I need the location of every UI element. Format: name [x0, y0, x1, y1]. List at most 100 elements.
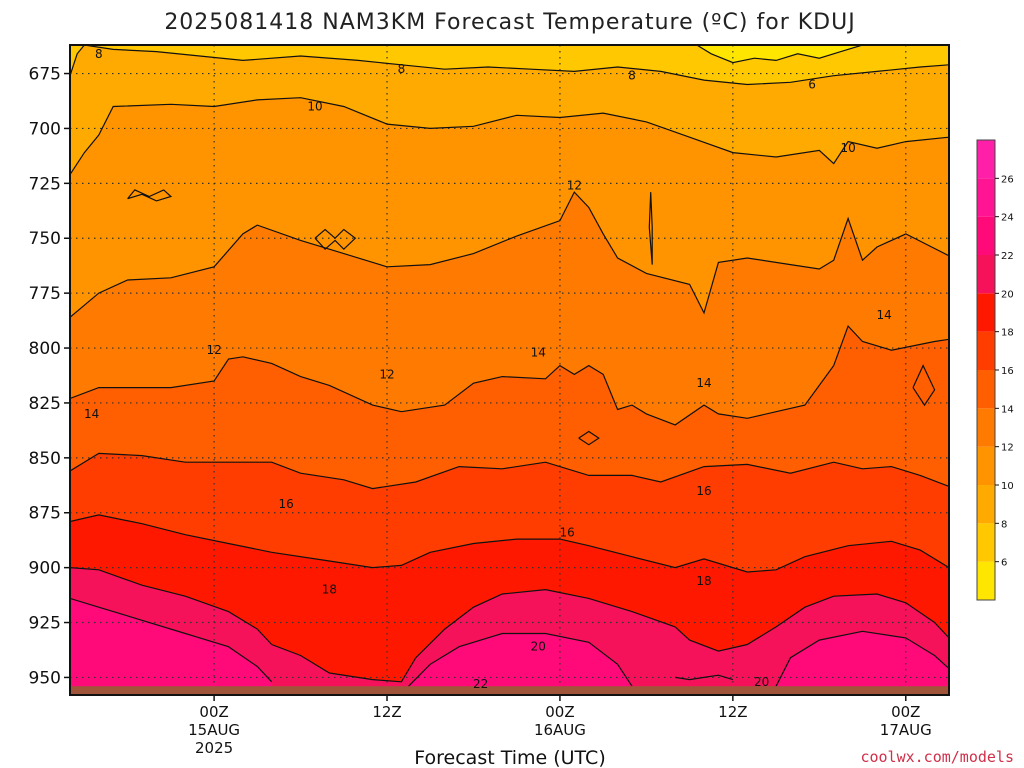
x-tick-label-0-2: 2025 [195, 739, 233, 757]
x-axis-label: Forecast Time (UTC) [414, 747, 605, 768]
ground-layer [70, 686, 949, 695]
x-tick-label-48-1: 17AUG [880, 721, 932, 739]
plot-area: 8 8 8 6 10 10 12 12 12 14 14 14 14 16 16 16 18 18 20 20 22 0 [70, 45, 949, 711]
contour-label-2: 8 [628, 69, 636, 83]
isotherm-18-6 [70, 514, 949, 573]
fill-band-22-1 [408, 633, 632, 695]
isotherm-16-5 [70, 452, 949, 490]
contour-label-3: 6 [808, 78, 816, 92]
grid-layer [70, 45, 949, 695]
colorbar: 6 8 10 12 14 16 18 20 22 24 26 [976, 139, 1014, 601]
isotherm-12-3 [70, 191, 949, 318]
colorbar-tick-label-14: 14 [1001, 404, 1014, 415]
colorbar-tick-label-10: 10 [1001, 481, 1014, 492]
colorbar-band-26 [977, 140, 995, 179]
x-tick-label-48-0: 00Z [891, 703, 920, 721]
isotherm-0-11 [675, 674, 734, 681]
colorbar-tick-label-8: 8 [1001, 519, 1007, 530]
y-tick-label-825: 825 [29, 394, 61, 414]
colorbar-band-22 [977, 216, 995, 255]
y-tick-label-725: 725 [29, 174, 61, 194]
x-tick-label-12-0: 12Z [372, 703, 401, 721]
contour-label-6: 12 [567, 179, 582, 193]
colorbar-tick-label-26: 26 [1001, 174, 1014, 185]
plot-frame [69, 44, 950, 696]
isotherm-0-13 [314, 228, 357, 251]
isotherm-8-1 [70, 45, 949, 86]
y-tick-label-750: 750 [29, 229, 61, 249]
colorbar-band-16 [977, 331, 995, 370]
contour-label-8: 12 [379, 367, 394, 381]
contour-label-17: 18 [696, 574, 711, 588]
contour-label-0: 8 [95, 47, 103, 61]
colorbar-tick-label-12: 12 [1001, 443, 1014, 454]
colorbar-band-14 [977, 370, 995, 409]
colorbar-tick-label-18: 18 [1001, 328, 1014, 339]
colorbar-tick-label-24: 24 [1001, 213, 1014, 224]
y-tick-label-950: 950 [29, 668, 61, 688]
contour-label-1: 8 [398, 62, 406, 76]
contour-label-21: 0 [671, 697, 679, 711]
credit-text: coolwx.com/models [860, 748, 1014, 766]
chart-title: 2025081418 NAM3KM Forecast Temperature (… [164, 10, 855, 35]
contour-label-5: 10 [840, 141, 855, 155]
colorbar-band-12 [977, 408, 995, 447]
x-tick-label-0-1: 15AUG [188, 721, 240, 739]
y-tick-label-675: 675 [29, 65, 61, 85]
contour-label-7: 12 [206, 343, 221, 357]
y-tick-label-900: 900 [29, 559, 61, 579]
y-tick-label-850: 850 [29, 449, 61, 469]
contour-label-15: 16 [696, 484, 711, 498]
colorbar-band-6 [977, 523, 995, 562]
contour-label-16: 18 [322, 583, 337, 597]
isotherm-10-2 [70, 97, 949, 175]
y-tick-label-800: 800 [29, 339, 61, 359]
colorbar-band-20 [977, 255, 995, 294]
y-tick-label-875: 875 [29, 504, 61, 524]
isotherm-22-8 [70, 597, 273, 683]
y-tick-label-700: 700 [29, 119, 61, 139]
contour-label-13: 16 [279, 497, 294, 511]
isotherm-22-9 [408, 632, 633, 687]
contour-label-14: 16 [559, 526, 574, 540]
isotherm-14-4 [70, 324, 949, 426]
ground-strip [70, 686, 949, 695]
contour-label-layer: 8 8 8 6 10 10 12 12 12 14 14 14 14 16 16 16 18 18 20 20 22 0 [84, 47, 892, 711]
isotherm-6-0 [696, 45, 863, 64]
isotherm-0-16 [912, 364, 936, 407]
colorbar-tick-label-16: 16 [1001, 366, 1014, 377]
isotherm-22-10 [775, 630, 949, 687]
colorbar-band-24 [977, 178, 995, 217]
contour-label-18: 20 [531, 640, 546, 654]
fill-band-20-0 [70, 567, 949, 695]
fill-band-4 [696, 45, 863, 63]
contour-label-9: 14 [84, 407, 99, 421]
y-axis: 675 700 725 750 775 800 825 850 875 900 925 950 [29, 65, 70, 688]
isotherm-0-14 [648, 192, 653, 265]
contour-label-11: 14 [696, 376, 711, 390]
x-tick-label-0-0: 00Z [199, 703, 228, 721]
isotherm-0-15 [578, 430, 600, 446]
contour-label-19: 20 [754, 675, 769, 689]
contour-label-4: 10 [307, 99, 322, 113]
temperature-fill-layer [70, 45, 949, 695]
contour-label-10: 14 [531, 345, 546, 359]
colorbar-tick-label-20: 20 [1001, 289, 1014, 300]
isotherm-layer [70, 45, 949, 687]
x-tick-label-24-0: 00Z [545, 703, 574, 721]
isotherm-20-7 [70, 567, 949, 683]
y-tick-label-775: 775 [29, 284, 61, 304]
fill-band-22-0 [70, 598, 272, 695]
colorbar-band-18 [977, 293, 995, 332]
isotherm-0-12 [127, 189, 173, 202]
contour-label-20: 22 [473, 677, 488, 691]
x-tick-label-24-1: 16AUG [534, 721, 586, 739]
x-tick-label-36-0: 12Z [718, 703, 747, 721]
colorbar-band-8 [977, 485, 995, 524]
colorbar-tick-label-22: 22 [1001, 251, 1014, 262]
contour-label-12: 14 [877, 308, 892, 322]
colorbar-tick-label-6: 6 [1001, 558, 1007, 569]
colorbar-band-10 [977, 446, 995, 485]
